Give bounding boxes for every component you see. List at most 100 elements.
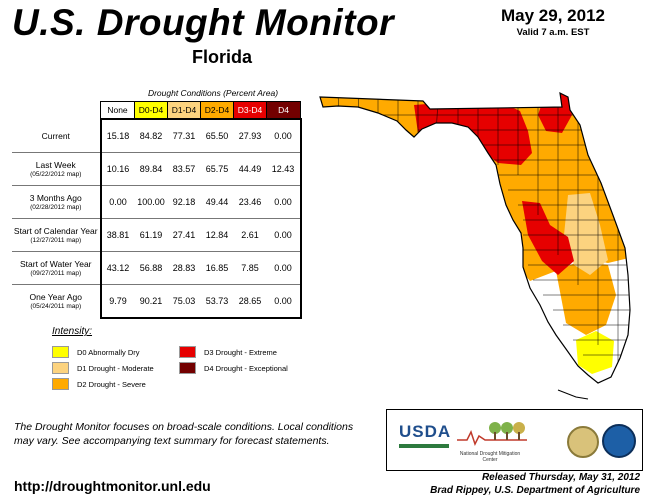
col-header-d4: D4 xyxy=(266,101,301,120)
table-cell: 83.57 xyxy=(167,152,201,186)
row-label: Current xyxy=(12,119,102,153)
table-cell: 56.88 xyxy=(134,251,168,285)
col-header-none: None xyxy=(100,101,135,120)
legend-label: D3 Drought - Extreme xyxy=(204,347,277,357)
table-cell: 61.19 xyxy=(134,218,168,252)
row-label-date: (12/27/2011 map) xyxy=(30,236,82,244)
row-label-date: (05/24/2011 map) xyxy=(30,303,82,310)
table-cell: 84.82 xyxy=(134,118,168,153)
florida-keys xyxy=(557,389,589,400)
table-cell: 27.93 xyxy=(233,118,267,153)
table-cell: 77.31 xyxy=(167,118,201,153)
table-row: One Year Ago (05/24/2011 map) 9.79 90.21 75.… xyxy=(12,284,302,319)
legend-swatch xyxy=(52,362,69,374)
table-cell: 7.85 xyxy=(233,251,267,285)
col-header-d0-d4: D0-D4 xyxy=(134,101,168,120)
col-header-d2-d4: D2-D4 xyxy=(200,101,234,120)
legend-item: D2 Drought - Severe xyxy=(52,378,146,390)
table-cell: 0.00 xyxy=(266,218,302,252)
table-cell: 90.21 xyxy=(134,284,168,319)
valid-time: Valid 7 a.m. EST xyxy=(516,27,590,38)
legend-swatch xyxy=(179,346,196,358)
table-row: Current 15.18 84.82 77.31 65.50 27.93 0.00 xyxy=(12,118,302,153)
legend-item: D4 Drought - Exceptional xyxy=(179,362,288,374)
table-cell: 28.65 xyxy=(233,284,267,319)
table-cell: 12.84 xyxy=(200,218,234,252)
table-row: 3 Months Ago (02/28/2012 map) 0.00 100.00 92… xyxy=(12,185,302,219)
row-label-text: Start of Water Year xyxy=(20,258,92,269)
table-caption: Drought Conditions (Percent Area) xyxy=(147,88,279,98)
legend-item: D1 Drought - Moderate xyxy=(52,362,154,374)
table-cell: 28.83 xyxy=(167,251,201,285)
state-name: Florida xyxy=(192,47,253,67)
release-author: Brad Rippey, U.S. Department of Agricult… xyxy=(430,485,640,496)
table-cell: 65.75 xyxy=(200,152,234,186)
release-info: Released Thursday, May 31, 2012 Brad Rip… xyxy=(378,471,640,497)
col-header-d3-d4: D3-D4 xyxy=(233,101,267,120)
legend-label: D2 Drought - Severe xyxy=(77,379,146,389)
row-label: Start of Calendar Year (12/27/2011 map) xyxy=(12,218,102,252)
row-label-date: (05/22/2012 map) xyxy=(30,170,82,178)
d2-south-zone xyxy=(556,261,616,335)
row-label: Last Week (05/22/2012 map) xyxy=(12,152,102,186)
release-date: Released Thursday, May 31, 2012 xyxy=(481,472,640,483)
map-date: May 29, 2012 xyxy=(501,6,605,25)
row-label-date: (02/28/2012 map) xyxy=(30,203,82,211)
table-cell: 0.00 xyxy=(266,251,302,285)
legend-label: D0 Abnormally Dry xyxy=(77,347,140,357)
disclaimer-note: The Drought Monitor focuses on broad-sca… xyxy=(14,421,354,447)
table-cell: 0.00 xyxy=(266,284,302,319)
row-label: Start of Water Year (09/27/2011 map) xyxy=(12,251,102,285)
drought-conditions-table: None D0-D4 D1-D4 D2-D4 D3-D4 D4 Current 1… xyxy=(12,101,302,319)
d0-abnormally-dry-zone xyxy=(576,331,614,374)
page-title: U.S. Drought Monitor xyxy=(12,2,394,43)
legend-swatch xyxy=(179,362,196,374)
table-row: Start of Calendar Year (12/27/2011 map) 38… xyxy=(12,218,302,252)
table-cell: 10.16 xyxy=(100,152,135,186)
d3-extreme-southwest-zone xyxy=(522,201,574,275)
row-label-text: 3 Months Ago xyxy=(29,192,82,203)
usda-logo-bar xyxy=(399,444,449,448)
doc-seal-icon xyxy=(567,426,599,458)
legend-swatch xyxy=(52,346,69,358)
row-label-text: Current xyxy=(41,130,70,141)
table-cell: 0.00 xyxy=(266,185,302,219)
florida-drought-map xyxy=(319,91,631,400)
legend-label: D4 Drought - Exceptional xyxy=(204,363,288,373)
agency-logos: USDA National Drought Mitigation Center xyxy=(386,409,643,471)
table-cell: 12.43 xyxy=(266,152,302,186)
row-label: One Year Ago (05/24/2011 map) xyxy=(12,284,102,318)
table-cell: 27.41 xyxy=(167,218,201,252)
table-cell: 49.44 xyxy=(200,185,234,219)
table-row: Start of Water Year (09/27/2011 map) 43.12… xyxy=(12,251,302,285)
ndmc-logo-icon xyxy=(457,422,527,446)
row-label-text: Start of Calendar Year xyxy=(13,225,98,236)
d1-moderate-zone xyxy=(564,193,608,275)
table-cell: 0.00 xyxy=(266,118,302,153)
legend-label: D1 Drought - Moderate xyxy=(77,363,154,373)
table-cell: 16.85 xyxy=(200,251,234,285)
table-corner xyxy=(12,102,101,120)
table-cell: 44.49 xyxy=(233,152,267,186)
table-cell: 100.00 xyxy=(134,185,168,219)
row-label-date: (09/27/2011 map) xyxy=(30,269,82,277)
table-cell: 65.50 xyxy=(200,118,234,153)
table-cell: 89.84 xyxy=(134,152,168,186)
legend-swatch xyxy=(52,378,69,390)
legend-title: Intensity: xyxy=(52,326,93,337)
row-label-text: One Year Ago xyxy=(29,292,82,302)
usda-logo: USDA xyxy=(399,422,452,441)
table-cell: 9.79 xyxy=(100,284,135,319)
legend-item: D0 Abnormally Dry xyxy=(52,346,140,358)
table-cell: 38.81 xyxy=(100,218,135,252)
row-label-text: Last Week xyxy=(35,159,76,170)
table-cell: 92.18 xyxy=(167,185,201,219)
website-link[interactable]: http://droughtmonitor.unl.edu xyxy=(14,478,211,494)
table-cell: 2.61 xyxy=(233,218,267,252)
noaa-seal-icon xyxy=(602,424,636,458)
row-label: 3 Months Ago (02/28/2012 map) xyxy=(12,185,102,219)
table-cell: 75.03 xyxy=(167,284,201,319)
table-row: Last Week (05/22/2012 map) 10.16 89.84 83.57… xyxy=(12,152,302,186)
ndmc-logo-text: National Drought Mitigation Center xyxy=(459,451,521,463)
legend-item: D3 Drought - Extreme xyxy=(179,346,277,358)
